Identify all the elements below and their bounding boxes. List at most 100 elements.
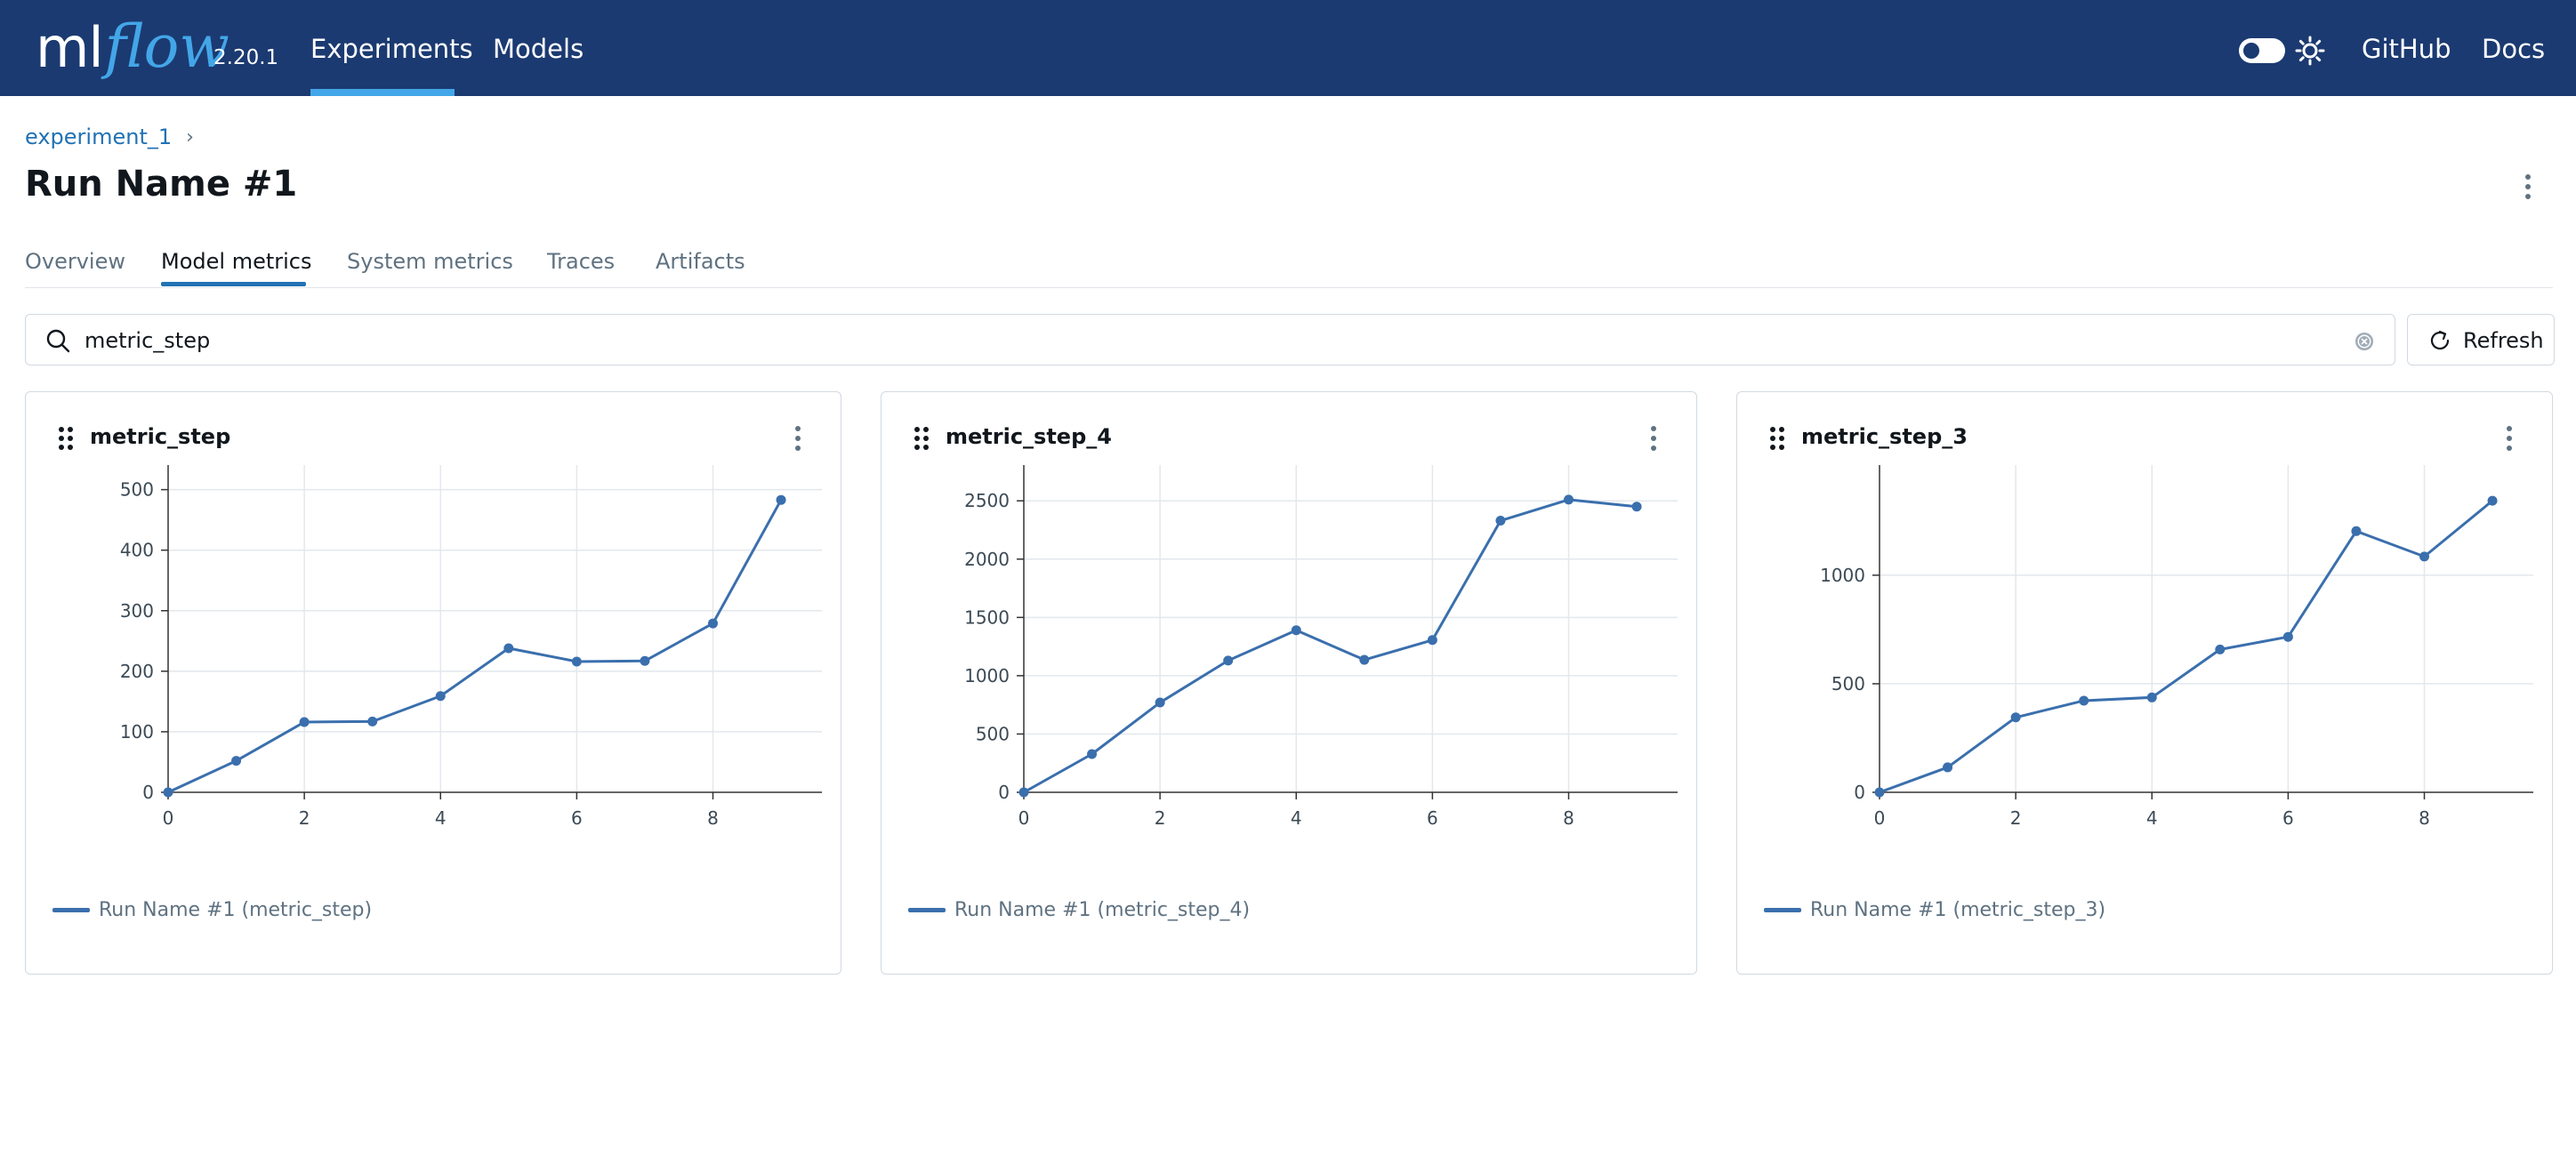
- data-point: [2351, 526, 2362, 536]
- data-point: [163, 787, 173, 798]
- drag-handle-icon[interactable]: [1769, 426, 1785, 451]
- tabs-divider: [25, 287, 2553, 288]
- breadcrumb-experiment-link[interactable]: experiment_1: [25, 124, 173, 149]
- y-tick-label: 0: [142, 782, 154, 803]
- y-tick-label: 500: [976, 723, 1010, 744]
- legend-label: Run Name #1 (metric_step_3): [1810, 899, 2106, 921]
- nav-experiments[interactable]: Experiments: [310, 34, 473, 64]
- x-tick-label: 8: [2419, 807, 2430, 828]
- chart-more-options-icon[interactable]: [1643, 422, 1664, 454]
- y-tick-label: 0: [1854, 782, 1865, 803]
- data-point: [1495, 516, 1506, 526]
- y-tick-label: 300: [120, 600, 154, 622]
- y-tick-label: 2000: [964, 549, 1010, 570]
- series-line: [167, 499, 783, 794]
- theme-toggle[interactable]: [2239, 38, 2285, 63]
- data-point: [708, 618, 718, 629]
- data-point: [1943, 762, 1953, 773]
- nav-models[interactable]: Models: [493, 34, 584, 64]
- data-point: [2282, 631, 2293, 642]
- data-point: [299, 717, 310, 727]
- clear-icon[interactable]: [2355, 332, 2374, 351]
- x-tick-label: 4: [2146, 807, 2158, 828]
- refresh-button[interactable]: Refresh: [2407, 314, 2555, 365]
- x-tick-label: 4: [435, 807, 447, 828]
- chart-legend[interactable]: Run Name #1 (metric_step_3): [1764, 899, 2105, 921]
- data-point: [1291, 625, 1301, 636]
- data-point: [1427, 635, 1437, 646]
- y-tick-label: 400: [120, 540, 154, 561]
- active-tab-indicator: [161, 282, 306, 286]
- x-tick-label: 2: [1155, 807, 1166, 828]
- data-point: [2079, 695, 2089, 706]
- tab-model-metrics[interactable]: Model metrics: [161, 249, 312, 274]
- data-point: [2487, 495, 2498, 506]
- data-point: [2010, 712, 2021, 723]
- refresh-icon: [2430, 330, 2450, 350]
- metric-chart-card: metric_step_3 0246805001000Step Run Name…: [1736, 391, 2553, 975]
- nav-active-indicator: [310, 89, 455, 96]
- chart-legend[interactable]: Run Name #1 (metric_step): [52, 899, 372, 921]
- metric-search-box: [25, 314, 2395, 365]
- y-tick-label: 100: [120, 721, 154, 743]
- data-point: [1359, 654, 1370, 665]
- chart-more-options-icon[interactable]: [2499, 422, 2520, 454]
- data-point: [2146, 692, 2157, 702]
- y-tick-label: 0: [998, 782, 1010, 803]
- y-tick-label: 200: [120, 661, 154, 682]
- data-point: [571, 656, 582, 667]
- page-title: Run Name #1: [25, 164, 298, 205]
- line-chart: 024680100200300400500Step: [120, 465, 822, 828]
- x-tick-label: 0: [1874, 807, 1886, 828]
- github-link[interactable]: GitHub: [2362, 34, 2451, 64]
- tab-artifacts[interactable]: Artifacts: [656, 249, 745, 274]
- x-tick-label: 8: [707, 807, 719, 828]
- metric-chart-card: metric_step_4 0246805001000150020002500S…: [881, 391, 1697, 975]
- chart-title: metric_step: [90, 424, 231, 449]
- x-tick-label: 0: [163, 807, 174, 828]
- legend-label: Run Name #1 (metric_step): [99, 899, 373, 921]
- y-tick-label: 2500: [964, 490, 1010, 511]
- x-tick-label: 2: [2010, 807, 2022, 828]
- data-point: [640, 655, 650, 666]
- data-point: [776, 494, 786, 505]
- x-tick-label: 6: [2282, 807, 2294, 828]
- line-chart: 0246805001000Step: [1820, 465, 2533, 828]
- chart-more-options-icon[interactable]: [787, 422, 809, 454]
- data-point: [435, 691, 446, 702]
- x-tick-label: 2: [299, 807, 310, 828]
- drag-handle-icon[interactable]: [58, 426, 74, 451]
- series-line: [1879, 499, 2494, 794]
- chart-legend[interactable]: Run Name #1 (metric_step_4): [908, 899, 1250, 921]
- line-chart: 0246805001000150020002500Step: [964, 465, 1678, 828]
- search-input[interactable]: [85, 324, 2326, 357]
- data-point: [1874, 787, 1885, 798]
- logo-ml-text: ml: [36, 15, 104, 80]
- y-tick-label: 1500: [964, 606, 1010, 628]
- sun-icon: [2295, 36, 2325, 66]
- tab-overview[interactable]: Overview: [25, 249, 125, 274]
- x-tick-label: 4: [1291, 807, 1302, 828]
- toggle-knob: [2242, 41, 2261, 60]
- logo-flow-text: flow: [104, 12, 229, 81]
- data-point: [2215, 644, 2226, 654]
- mlflow-logo[interactable]: ml flow: [36, 7, 229, 87]
- drag-handle-icon[interactable]: [914, 426, 930, 451]
- data-point: [231, 756, 242, 767]
- data-point: [2419, 551, 2429, 562]
- data-point: [1564, 494, 1574, 505]
- data-point: [503, 643, 514, 654]
- x-tick-label: 0: [1018, 807, 1030, 828]
- version-label: 2.20.1: [213, 46, 279, 69]
- tab-traces[interactable]: Traces: [547, 249, 616, 274]
- chart-title: metric_step_4: [946, 424, 1112, 449]
- tab-system-metrics[interactable]: System metrics: [347, 249, 513, 274]
- data-point: [1223, 655, 1234, 666]
- series-line: [1023, 498, 1638, 794]
- y-tick-label: 500: [1831, 673, 1865, 694]
- page-more-options-icon[interactable]: [2517, 171, 2539, 203]
- docs-link[interactable]: Docs: [2482, 34, 2546, 64]
- x-tick-label: 8: [1563, 807, 1574, 828]
- legend-swatch: [1764, 908, 1801, 912]
- chevron-right-icon: ›: [186, 125, 194, 149]
